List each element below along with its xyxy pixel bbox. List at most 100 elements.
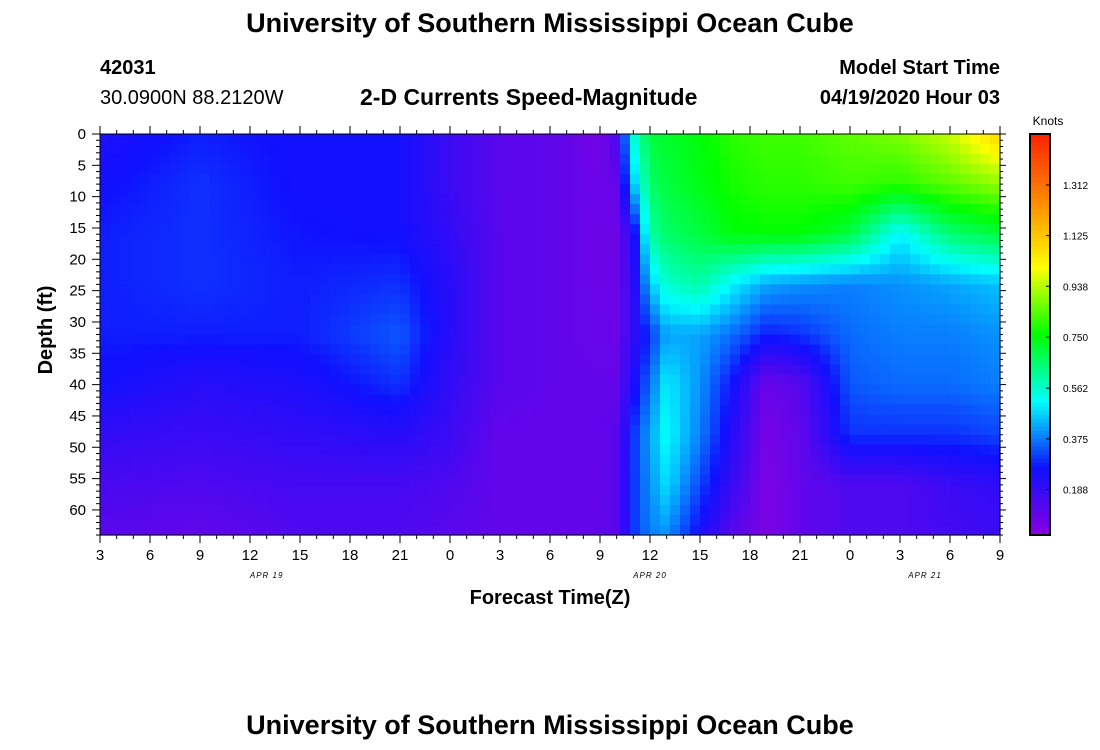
heatmap-cell [990,314,1001,326]
heatmap-cell [990,484,1001,496]
heatmap-cell [390,224,401,235]
heatmap-cell [790,334,801,346]
heatmap-cell [410,154,421,165]
heatmap-cell [130,244,141,255]
heatmap-cell [430,174,441,185]
heatmap-cell [360,134,371,145]
heatmap-cell [440,224,451,235]
heatmap-cell [610,454,621,466]
heatmap-cell [450,204,461,215]
heatmap-cell [450,464,461,476]
heatmap-cell [160,284,171,296]
heatmap-cell [330,314,341,326]
heatmap-cell [450,484,461,496]
heatmap-cell [440,154,451,165]
heatmap-cell [830,444,841,456]
heatmap-cell [910,274,921,285]
heatmap-cell [330,154,341,165]
heatmap-cell [360,234,371,245]
heatmap-cell [600,464,611,476]
heatmap-cell [870,344,881,356]
heatmap-cell [890,394,901,406]
heatmap-cell [890,144,901,155]
heatmap-cell [270,494,281,506]
colorbar-tick-label: 0.750 [1063,333,1088,344]
heatmap-cell [160,304,171,316]
heatmap-cell [910,334,921,346]
colorbar-segment [1030,514,1050,520]
heatmap-cell [700,284,711,296]
heatmap-cell [900,364,911,376]
colorbar-segment [1030,318,1050,324]
heatmap-cell [480,154,491,165]
heatmap-cell [980,174,991,185]
heatmap-cell [850,184,861,195]
heatmap-cell [580,174,591,185]
heatmap-cell [470,164,481,175]
heatmap-cell [960,314,971,326]
heatmap-cell [420,214,431,225]
heatmap-cell [320,154,331,165]
heatmap-cell [330,184,341,195]
heatmap-cell [420,274,431,285]
heatmap-cell [280,444,291,456]
heatmap-cell [990,394,1001,406]
heatmap-cell [980,194,991,205]
heatmap-cell [320,274,331,285]
heatmap-cell [240,164,251,175]
heatmap-cell [330,164,341,175]
heatmap-cell [370,144,381,155]
heatmap-cell [990,474,1001,486]
heatmap-cell [740,144,751,155]
heatmap-cell [360,264,371,275]
heatmap-cell [650,424,661,436]
colorbar-segment [1030,230,1050,235]
heatmap-cell [180,134,191,145]
heatmap-cell [770,344,781,356]
heatmap-cell [550,194,561,205]
colorbar-segment [1030,270,1050,275]
heatmap-cell [300,174,311,185]
heatmap-cell [440,204,451,215]
heatmap-cell [990,374,1001,386]
heatmap-cell [790,434,801,446]
heatmap-cell [540,284,551,296]
heatmap-cell [850,414,861,426]
heatmap-cell [290,324,301,336]
heatmap-cell [570,204,581,215]
colorbar-segment [1030,386,1050,392]
station-coordinates: 30.0900N 88.2120W [100,87,284,109]
colorbar-segment [1030,222,1050,227]
heatmap-cell [400,284,411,296]
heatmap-cell [970,394,981,406]
heatmap-cell [480,324,491,336]
heatmap-cell [320,304,331,316]
heatmap-cell [800,334,811,346]
heatmap-cell [660,484,671,496]
heatmap-cell [560,434,571,446]
heatmap-cell [940,424,951,436]
heatmap-cell [280,314,291,326]
heatmap-cell [620,414,631,426]
heatmap-cell [120,394,131,406]
heatmap-cell [670,384,681,396]
heatmap-cell [100,384,111,396]
heatmap-cell [600,324,611,336]
heatmap-cell [840,294,851,306]
heatmap-cell [640,494,651,506]
heatmap-cell [740,284,751,296]
heatmap-cell [260,354,271,366]
heatmap-cell [410,304,421,316]
heatmap-cell [110,414,121,426]
heatmap-cell [610,334,621,346]
heatmap-cell [940,504,951,516]
heatmap-cell [250,174,261,185]
heatmap-cell [700,144,711,155]
heatmap-cell [320,164,331,175]
heatmap-cell [250,494,261,506]
heatmap-cell [850,434,861,446]
heatmap-cell [500,304,511,316]
heatmap-cell [360,524,371,536]
heatmap-cell [410,434,421,446]
heatmap-cell [740,504,751,516]
